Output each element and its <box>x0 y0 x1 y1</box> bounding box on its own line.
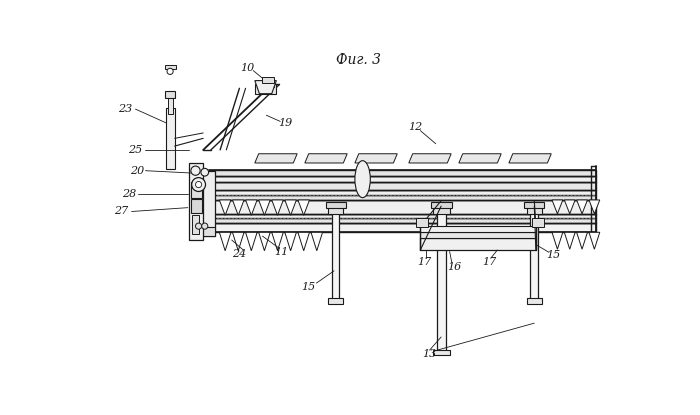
Bar <box>416 217 428 227</box>
Text: 27: 27 <box>115 207 129 217</box>
Text: 15: 15 <box>302 282 316 292</box>
Bar <box>328 298 343 304</box>
Polygon shape <box>589 200 600 214</box>
Bar <box>209 223 596 232</box>
Polygon shape <box>311 232 323 251</box>
Bar <box>431 202 452 208</box>
Bar <box>209 190 596 195</box>
Bar <box>262 77 274 83</box>
Bar <box>524 202 545 208</box>
Text: 17: 17 <box>482 256 497 266</box>
Circle shape <box>202 223 208 229</box>
Text: 25: 25 <box>128 145 143 155</box>
Polygon shape <box>552 200 563 214</box>
Bar <box>168 95 173 114</box>
Polygon shape <box>255 154 297 163</box>
Bar <box>326 202 346 208</box>
Text: 24: 24 <box>232 249 246 259</box>
Polygon shape <box>246 200 257 215</box>
Bar <box>328 206 343 214</box>
Polygon shape <box>246 232 257 251</box>
Circle shape <box>195 181 202 188</box>
Polygon shape <box>219 232 231 251</box>
Polygon shape <box>232 200 244 215</box>
Circle shape <box>195 223 202 229</box>
Text: 19: 19 <box>279 118 293 128</box>
Bar <box>209 200 596 214</box>
Polygon shape <box>272 232 284 251</box>
Circle shape <box>191 166 200 175</box>
Bar <box>192 215 199 234</box>
Bar <box>193 227 215 236</box>
Bar <box>255 84 276 94</box>
Polygon shape <box>564 200 575 214</box>
Bar <box>526 298 542 304</box>
Text: 28: 28 <box>122 189 136 199</box>
Polygon shape <box>577 200 587 214</box>
Bar <box>420 226 536 232</box>
Polygon shape <box>564 232 575 249</box>
Polygon shape <box>255 81 276 94</box>
Circle shape <box>192 178 206 191</box>
Circle shape <box>167 68 173 74</box>
Bar <box>257 81 274 87</box>
Bar <box>189 163 203 240</box>
Bar <box>526 206 542 214</box>
Polygon shape <box>459 154 501 163</box>
Bar <box>191 199 202 213</box>
Polygon shape <box>219 200 231 215</box>
Text: 12: 12 <box>409 122 423 132</box>
Polygon shape <box>258 200 270 215</box>
Polygon shape <box>409 154 451 163</box>
Bar <box>201 171 215 236</box>
Polygon shape <box>577 232 587 249</box>
Bar <box>433 206 449 214</box>
Bar <box>191 182 202 198</box>
Text: 20: 20 <box>130 166 144 176</box>
Polygon shape <box>509 154 552 163</box>
Bar <box>209 217 596 223</box>
Polygon shape <box>304 154 347 163</box>
Bar <box>420 232 536 239</box>
Polygon shape <box>272 200 284 215</box>
Bar <box>438 210 446 352</box>
Text: 13: 13 <box>423 349 437 359</box>
Bar <box>531 210 538 300</box>
Circle shape <box>201 168 209 176</box>
Bar <box>420 239 536 250</box>
Bar <box>166 107 175 169</box>
Bar <box>165 91 176 98</box>
Text: 11: 11 <box>274 247 289 256</box>
Text: 10: 10 <box>240 63 254 73</box>
Bar <box>209 170 596 176</box>
Polygon shape <box>232 232 244 251</box>
Polygon shape <box>285 200 296 215</box>
Text: 23: 23 <box>118 104 132 114</box>
Polygon shape <box>285 232 296 251</box>
Text: 16: 16 <box>447 262 461 272</box>
Polygon shape <box>552 232 563 249</box>
Bar <box>209 195 596 200</box>
Bar <box>532 217 543 227</box>
Polygon shape <box>298 200 309 215</box>
Bar <box>433 350 449 356</box>
Bar <box>164 65 176 69</box>
Bar <box>332 210 340 300</box>
Text: Фиг. 3: Фиг. 3 <box>336 53 382 67</box>
Polygon shape <box>589 232 600 249</box>
Text: 15: 15 <box>547 250 561 260</box>
Bar <box>209 182 596 190</box>
Bar <box>209 214 596 217</box>
Polygon shape <box>258 232 270 251</box>
Ellipse shape <box>355 161 370 198</box>
Polygon shape <box>355 154 397 163</box>
Text: 17: 17 <box>417 256 431 266</box>
Bar <box>209 176 596 182</box>
Polygon shape <box>298 232 309 251</box>
